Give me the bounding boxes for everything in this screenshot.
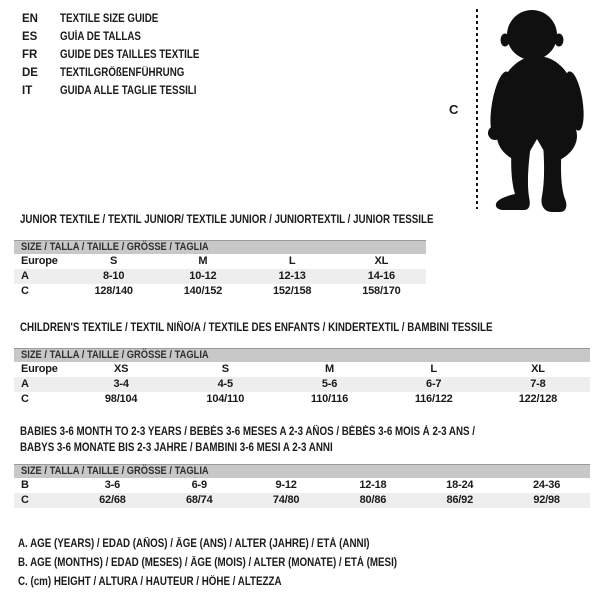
table-cell: 14-16 (367, 270, 395, 282)
height-measure-label: C (449, 102, 459, 117)
table-cell: 6-7 (426, 378, 442, 390)
table-cell: S (110, 255, 118, 267)
table-cell: 158/170 (362, 285, 401, 297)
language-title: GUIDA ALLE TAGLIE TESSILI (60, 85, 197, 97)
table-cell: M (198, 255, 208, 267)
language-title-list: EN TEXTILE SIZE GUIDE ES GUÍA DE TALLAS … (22, 10, 224, 100)
row-label: Europe (21, 363, 58, 375)
babies-table-title: BABIES 3-6 MONTH TO 2-3 YEARS / BEBÉS 3-… (20, 425, 555, 456)
table-cell: 62/68 (99, 494, 126, 506)
table-cell: 4-5 (217, 378, 234, 390)
table-cell: XL (531, 363, 545, 375)
table-cell: 9-12 (275, 479, 297, 491)
row-label: C (21, 393, 29, 405)
table-cell: 92/98 (533, 494, 560, 506)
row-label: C (21, 494, 29, 506)
size-header-label: SIZE / TALLA / TAILLE / GRÖSSE / TAGLIA (21, 349, 209, 361)
language-row: ES GUÍA DE TALLAS (22, 28, 224, 46)
language-row: EN TEXTILE SIZE GUIDE (22, 10, 224, 28)
table-row-height: C 62/68 68/74 74/80 80/86 86/92 92/98 (14, 493, 590, 508)
table-row-height: C 128/140 140/152 152/158 158/170 (14, 284, 426, 299)
footnote-c: C. (cm) HEIGHT / ALTURA / HAUTEUR / HÖHE… (18, 576, 282, 588)
table-cell: 10-12 (189, 270, 217, 282)
table-cell: 68/74 (185, 494, 213, 506)
row-label: Europe (21, 255, 58, 267)
language-title: GUIDE DES TAILLES TEXTILE (60, 49, 200, 61)
row-label: B (21, 479, 29, 491)
size-table-babies: SIZE / TALLA / TAILLE / GRÖSSE / TAGLIA … (14, 464, 590, 508)
children-table-title: CHILDREN'S TEXTILE / TEXTIL NIÑO/A / TEX… (20, 322, 493, 334)
footnote-b: B. AGE (MONTHS) / EDAD (MESES) / ÂGE (MO… (18, 557, 398, 569)
size-header-bar: SIZE / TALLA / TAILLE / GRÖSSE / TAGLIA (14, 348, 590, 362)
language-title: GUÍA DE TALLAS (60, 31, 141, 43)
table-cell: 5-6 (321, 378, 338, 390)
babies-table-title-line2: BABYS 3-6 MONATE BIS 2-3 JAHRE / BAMBINI… (20, 441, 333, 454)
table-cell: 140/152 (183, 285, 223, 297)
height-dashed-line (476, 9, 478, 209)
language-code: DE (22, 67, 38, 79)
table-cell: 122/128 (518, 393, 558, 405)
table-cell: 86/92 (446, 494, 473, 506)
table-cell: L (288, 255, 296, 267)
size-header-label: SIZE / TALLA / TAILLE / GRÖSSE / TAGLIA (21, 465, 209, 477)
table-cell: 3-6 (104, 479, 121, 491)
table-row-months: B 3-6 6-9 9-12 12-18 18-24 24-36 (14, 478, 590, 493)
table-cell: 8-10 (103, 270, 125, 282)
legend-footnotes: A. AGE (YEARS) / EDAD (AÑOS) / ÂGE (ANS)… (18, 535, 464, 592)
table-cell: L (430, 363, 437, 375)
size-header-bar: SIZE / TALLA / TAILLE / GRÖSSE / TAGLIA (14, 240, 426, 254)
size-table-children: SIZE / TALLA / TAILLE / GRÖSSE / TAGLIA … (14, 348, 590, 407)
table-cell: 152/158 (272, 285, 312, 297)
table-cell: XL (374, 255, 389, 267)
footnote-a: A. AGE (YEARS) / EDAD (AÑOS) / ÂGE (ANS)… (18, 538, 370, 550)
table-row-height: C 98/104 104/110 110/116 116/122 122/128 (14, 392, 590, 407)
table-cell: 3-4 (113, 378, 129, 390)
table-cell: 110/116 (310, 393, 349, 405)
language-row: IT GUIDA ALLE TAGLIE TESSILI (22, 82, 224, 100)
table-cell: 12-18 (359, 479, 387, 491)
table-row-europe: Europe XS S M L XL (14, 362, 590, 377)
size-header-label: SIZE / TALLA / TAILLE / GRÖSSE / TAGLIA (21, 241, 209, 253)
language-code: EN (22, 13, 38, 25)
table-cell: S (221, 363, 229, 375)
table-row-age: A 8-10 10-12 12-13 14-16 (14, 269, 426, 284)
junior-table-title: JUNIOR TEXTILE / TEXTIL JUNIOR/ TEXTILE … (20, 214, 434, 226)
table-cell: M (325, 363, 334, 375)
table-cell: 24-36 (533, 479, 561, 491)
size-header-bar: SIZE / TALLA / TAILLE / GRÖSSE / TAGLIA (14, 464, 590, 478)
table-row-age: A 3-4 4-5 5-6 6-7 7-8 (14, 377, 590, 392)
table-cell: 7-8 (530, 378, 546, 390)
row-label: C (21, 285, 29, 297)
language-title: TEXTILE SIZE GUIDE (60, 13, 159, 25)
table-cell: 74/80 (272, 494, 300, 506)
row-label: A (21, 270, 29, 282)
language-code: ES (22, 31, 38, 43)
table-row-europe: Europe S M L XL (14, 254, 426, 269)
toddler-silhouette-image (488, 10, 584, 212)
size-table-junior: SIZE / TALLA / TAILLE / GRÖSSE / TAGLIA … (14, 240, 426, 299)
table-cell: 104/110 (206, 393, 245, 405)
table-cell: 6-9 (191, 479, 208, 491)
language-code: FR (22, 49, 38, 61)
language-title: TEXTILGRÖßENFÜHRUNG (60, 67, 185, 79)
language-row: DE TEXTILGRÖßENFÜHRUNG (22, 64, 224, 82)
row-label: A (21, 378, 29, 390)
table-cell: 128/140 (94, 285, 133, 297)
table-cell: XS (113, 363, 129, 375)
table-cell: 116/122 (414, 393, 453, 405)
table-cell: 98/104 (104, 393, 138, 405)
babies-table-title-line1: BABIES 3-6 MONTH TO 2-3 YEARS / BEBÉS 3-… (20, 426, 476, 438)
language-code: IT (22, 85, 33, 97)
table-cell: 80/86 (359, 494, 387, 506)
language-row: FR GUIDE DES TAILLES TEXTILE (22, 46, 224, 64)
table-cell: 18-24 (446, 479, 474, 491)
table-cell: 12-13 (278, 270, 306, 282)
